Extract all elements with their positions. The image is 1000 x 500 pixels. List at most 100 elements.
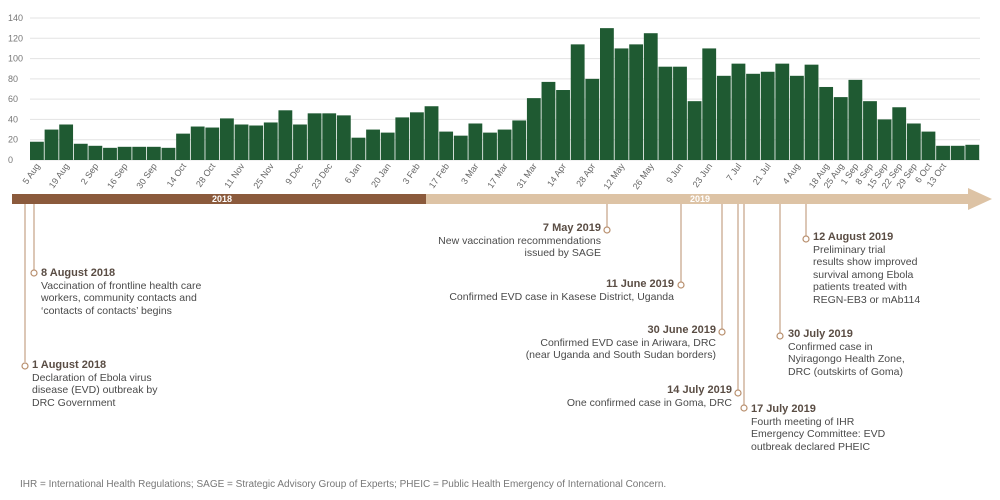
x-tick-label: 21 Jul: [751, 161, 773, 186]
x-tick-label: 12 May: [601, 161, 626, 191]
bar: [965, 144, 980, 160]
y-tick-label: 140: [8, 13, 23, 23]
bar: [863, 101, 877, 160]
event-text: disease (EVD) outbreak by: [32, 384, 158, 396]
timeline-2019-segment: [426, 194, 970, 204]
x-tick-label: 19 Aug: [47, 161, 71, 190]
chart-bars: [30, 28, 980, 161]
x-tick-label: 3 Feb: [401, 161, 422, 186]
bar: [658, 66, 673, 160]
x-tick-label: 11 Nov: [222, 161, 246, 190]
event-text: survival among Ebola: [813, 268, 914, 281]
bar: [161, 147, 176, 160]
bar: [497, 129, 512, 160]
bar: [439, 131, 454, 160]
bar: [906, 123, 921, 160]
bar: [556, 90, 570, 160]
bar: [453, 135, 468, 160]
event-17-jul-2019: 17 July 2019 Fourth meeting of IHR Emerg…: [751, 403, 885, 453]
event-12-aug-2019: 12 August 2019 Preliminary trial results…: [813, 231, 920, 306]
event-date: 30 July 2019: [788, 328, 853, 340]
x-tick-label: 2 Sep: [79, 161, 101, 186]
bar: [848, 79, 863, 160]
bar: [731, 63, 746, 160]
event-text: results show improved: [813, 256, 918, 268]
bar: [307, 113, 322, 160]
bar: [395, 117, 410, 160]
x-tick-label: 30 Sep: [134, 161, 159, 190]
event-text: Vaccination of frontline health care: [41, 279, 202, 292]
bar: [146, 146, 161, 160]
timeline-year-2018: 2018: [212, 194, 232, 204]
bar: [234, 124, 249, 160]
event-text: DRC Government: [32, 396, 116, 409]
x-tick-label: 23 Dec: [310, 161, 335, 191]
bar: [570, 44, 585, 161]
bar: [716, 75, 731, 160]
event-text: outbreak declared PHEIC: [751, 440, 871, 453]
y-tick-label: 0: [8, 155, 13, 165]
bar: [877, 119, 892, 160]
bar: [687, 101, 702, 160]
bar: [585, 78, 600, 160]
event-text: Confirmed EVD case in Ariwara, DRC: [540, 336, 716, 349]
bar: [746, 73, 760, 160]
bar: [921, 131, 936, 160]
x-tick-label: 14 Oct: [165, 161, 189, 189]
event-date: 30 June 2019: [647, 324, 717, 336]
y-tick-label: 120: [8, 33, 23, 43]
bar: [614, 48, 629, 160]
bar: [88, 145, 103, 160]
event-date: 17 July 2019: [751, 403, 816, 415]
x-tick-label: 31 Mar: [515, 161, 539, 190]
x-tick-label: 14 Apr: [545, 161, 568, 188]
event-11-jun-2019: 11 June 2019 Confirmed EVD case in Kases…: [449, 278, 674, 303]
x-tick-label: 7 Jul: [724, 161, 743, 182]
bar: [804, 64, 819, 160]
event-text: patients treated with: [813, 281, 907, 293]
bar: [322, 113, 337, 160]
bar: [44, 129, 59, 160]
bar: [541, 81, 556, 160]
event-14-jul-2019: 14 July 2019 One confirmed case in Goma,…: [567, 384, 732, 409]
event-text: New vaccination recommendations: [438, 234, 601, 247]
event-text: ‘contacts of contacts’ begins: [41, 304, 172, 317]
event-connectors: [24, 204, 807, 405]
event-date: 7 May 2019: [542, 222, 601, 234]
x-tick-label: 26 May: [631, 161, 656, 191]
bar: [30, 141, 44, 160]
bar: [424, 106, 439, 160]
x-axis-ticks: 5 Aug 19 Aug 2 Sep 16 Sep 30 Sep 14 Oct 28 Oct…: [21, 161, 949, 191]
bar: [249, 125, 264, 160]
event-date: 8 August 2018: [41, 267, 116, 279]
bar: [132, 146, 147, 160]
bar: [410, 112, 424, 160]
event-text: Confirmed EVD case in Kasese District, U…: [449, 290, 674, 303]
bar: [468, 123, 483, 160]
bar: [278, 110, 293, 160]
event-text: Fourth meeting of IHR: [751, 415, 855, 428]
event-text: issued by SAGE: [524, 247, 601, 259]
event-text: DRC (outskirts of Goma): [788, 365, 903, 378]
bar: [220, 118, 234, 160]
bar: [263, 122, 278, 160]
event-markers: [21, 226, 810, 412]
bar: [526, 98, 541, 160]
bar: [103, 147, 117, 160]
bar: [205, 127, 220, 160]
y-tick-label: 80: [8, 74, 18, 84]
timeline-year-2019: 2019: [690, 194, 710, 204]
bar: [351, 137, 366, 160]
bar: [936, 145, 950, 160]
event-date: 14 July 2019: [667, 384, 732, 396]
event-text: Preliminary trial: [813, 243, 886, 256]
bar: [819, 86, 834, 160]
x-tick-label: 23 Jun: [691, 161, 715, 189]
bar: [59, 124, 74, 160]
x-tick-label: 28 Oct: [194, 161, 218, 189]
event-date: 12 August 2019: [813, 231, 894, 243]
event-text: Nyiragongo Health Zone,: [788, 353, 905, 365]
y-axis-ticks: 0 20 40 60 80 100 120 140: [8, 13, 23, 165]
x-tick-label: 9 Dec: [283, 161, 305, 186]
event-text: One confirmed case in Goma, DRC: [566, 396, 732, 409]
